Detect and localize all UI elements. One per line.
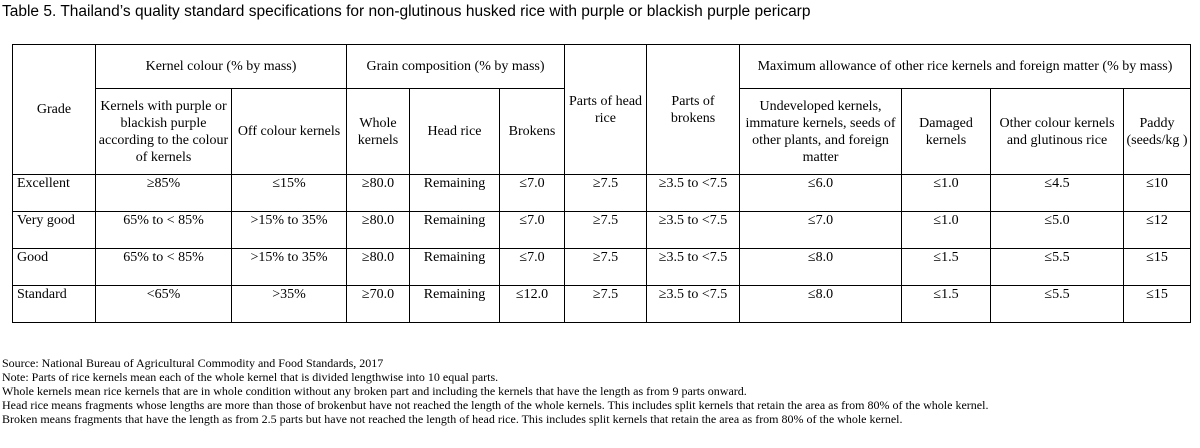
header-brokens: Brokens (499, 88, 565, 175)
header-paddy: Paddy (seeds/kg ) (1123, 88, 1191, 175)
cell-other-colour: ≤5.0 (990, 211, 1124, 249)
cell-kernels-purple: ≥85% (95, 174, 232, 212)
table-row: Excellent ≥85% ≤15% ≥80.0 Remaining ≤7.0… (12, 174, 1191, 212)
cell-whole-kernels: ≥70.0 (346, 285, 410, 323)
cell-kernels-purple: 65% to < 85% (95, 211, 232, 249)
cell-whole-kernels: ≥80.0 (346, 211, 410, 249)
header-head-rice: Head rice (409, 88, 500, 175)
cell-brokens: ≤12.0 (499, 285, 565, 323)
cell-whole-kernels: ≥80.0 (346, 174, 410, 212)
quality-standard-table: Grade Kernel colour (% by mass) Grain co… (12, 44, 1191, 323)
cell-paddy: ≤15 (1123, 248, 1191, 286)
header-parts-head-rice: Parts of head rice (564, 44, 647, 175)
cell-damaged: ≤1.5 (901, 248, 991, 286)
cell-brokens: ≤7.0 (499, 174, 565, 212)
header-off-colour: Off colour kernels (231, 88, 347, 175)
cell-grade: Good (12, 248, 96, 286)
cell-undeveloped: ≤8.0 (739, 248, 902, 286)
header-undeveloped: Undeveloped kernels, immature kernels, s… (739, 88, 902, 175)
cell-off-colour: >15% to 35% (231, 248, 347, 286)
group-header-grain-composition: Grain composition (% by mass) (346, 44, 565, 89)
cell-damaged: ≤1.0 (901, 174, 991, 212)
cell-off-colour: >35% (231, 285, 347, 323)
cell-undeveloped: ≤7.0 (739, 211, 902, 249)
cell-off-colour: >15% to 35% (231, 211, 347, 249)
cell-undeveloped: ≤8.0 (739, 285, 902, 323)
cell-parts-head-rice: ≥7.5 (564, 211, 647, 249)
cell-damaged: ≤1.0 (901, 211, 991, 249)
cell-other-colour: ≤4.5 (990, 174, 1124, 212)
cell-head-rice: Remaining (409, 174, 500, 212)
cell-paddy: ≤15 (1123, 285, 1191, 323)
header-whole-kernels: Whole kernels (346, 88, 410, 175)
cell-parts-brokens: ≥3.5 to <7.5 (646, 174, 740, 212)
header-kernels-purple: Kernels with purple or blackish purple a… (95, 88, 232, 175)
cell-undeveloped: ≤6.0 (739, 174, 902, 212)
source-note: Source: National Bureau of Agricultural … (2, 356, 384, 370)
cell-off-colour: ≤15% (231, 174, 347, 212)
cell-parts-head-rice: ≥7.5 (564, 285, 647, 323)
header-grade: Grade (12, 44, 96, 175)
cell-brokens: ≤7.0 (499, 248, 565, 286)
note-broken: Broken means fragments that have the len… (2, 412, 903, 426)
note-whole-kernels: Whole kernels mean rice kernels that are… (2, 384, 747, 398)
cell-head-rice: Remaining (409, 248, 500, 286)
cell-grade: Standard (12, 285, 96, 323)
table-row: Very good 65% to < 85% >15% to 35% ≥80.0… (12, 211, 1191, 249)
cell-parts-head-rice: ≥7.5 (564, 174, 647, 212)
header-other-colour: Other colour kernels and glutinous rice (990, 88, 1124, 175)
cell-head-rice: Remaining (409, 285, 500, 323)
cell-whole-kernels: ≥80.0 (346, 248, 410, 286)
cell-brokens: ≤7.0 (499, 211, 565, 249)
cell-parts-brokens: ≥3.5 to <7.5 (646, 248, 740, 286)
notes-block: Source: National Bureau of Agricultural … (2, 356, 1198, 426)
cell-grade: Very good (12, 211, 96, 249)
note-parts: Note: Parts of rice kernels mean each of… (2, 370, 499, 384)
group-header-max-allowance: Maximum allowance of other rice kernels … (739, 44, 1191, 89)
cell-head-rice: Remaining (409, 211, 500, 249)
group-header-kernel-colour: Kernel colour (% by mass) (95, 44, 347, 89)
cell-damaged: ≤1.5 (901, 285, 991, 323)
cell-paddy: ≤12 (1123, 211, 1191, 249)
table-row: Good 65% to < 85% >15% to 35% ≥80.0 Rema… (12, 248, 1191, 286)
cell-parts-brokens: ≥3.5 to <7.5 (646, 211, 740, 249)
cell-parts-brokens: ≥3.5 to <7.5 (646, 285, 740, 323)
cell-kernels-purple: 65% to < 85% (95, 248, 232, 286)
cell-paddy: ≤10 (1123, 174, 1191, 212)
cell-grade: Excellent (12, 174, 96, 212)
header-parts-brokens: Parts of brokens (646, 44, 740, 175)
cell-other-colour: ≤5.5 (990, 248, 1124, 286)
cell-parts-head-rice: ≥7.5 (564, 248, 647, 286)
table-caption: Table 5. Thailand’s quality standard spe… (2, 3, 811, 20)
cell-kernels-purple: <65% (95, 285, 232, 323)
cell-other-colour: ≤5.5 (990, 285, 1124, 323)
note-head-rice: Head rice means fragments whose lengths … (2, 398, 989, 412)
table-row: Standard <65% >35% ≥70.0 Remaining ≤12.0… (12, 285, 1191, 323)
header-damaged: Damaged kernels (901, 88, 991, 175)
